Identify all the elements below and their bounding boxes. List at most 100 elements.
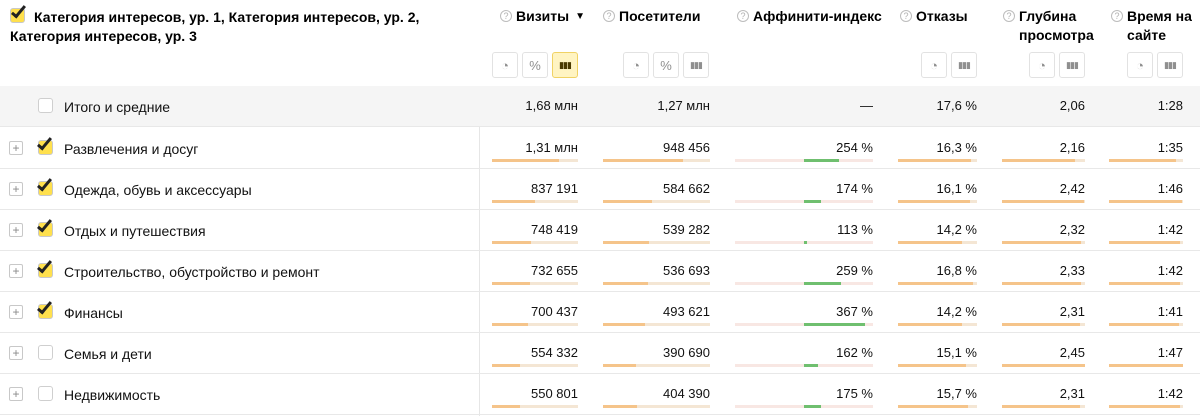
cell-affinity: 174 % [836, 181, 873, 196]
value-bar [492, 200, 578, 203]
percent-icon[interactable]: % [522, 52, 548, 78]
value-bar [1002, 323, 1085, 326]
value-bar [898, 159, 977, 162]
value-bar-fill [1002, 282, 1081, 285]
value-bar [898, 405, 977, 408]
question-icon[interactable]: ? [603, 10, 615, 22]
cell-bounce: 14,2 % [936, 304, 977, 319]
plus-icon[interactable]: + [9, 387, 23, 401]
question-icon[interactable]: ? [900, 10, 912, 22]
plus-icon[interactable]: + [9, 264, 23, 278]
pie-chart-icon[interactable]: ◔ [1127, 52, 1153, 78]
row-label[interactable]: Недвижимость [64, 387, 161, 403]
row-checkbox[interactable] [36, 134, 53, 155]
question-icon[interactable]: ? [737, 10, 749, 22]
table-row[interactable]: + Финансы 700 437 493 621 367 % 14,2 % 2,31 1:4… [0, 292, 1200, 333]
bar-chart-icon[interactable]: ▮▮▮ [683, 52, 709, 78]
affinity-bar [735, 200, 873, 203]
affinity-bar-fill [804, 282, 841, 285]
cell-affinity: 254 % [836, 140, 873, 155]
dimension-header[interactable]: Категория интересов, ур. 1, Категория ин… [10, 2, 470, 46]
pie-chart-icon[interactable]: ◔ [921, 52, 947, 78]
total-row[interactable]: Итого и средние 1,68 млн 1,27 млн — 17,6 % 2,… [0, 86, 1200, 127]
checkmark-icon [36, 216, 53, 233]
row-label[interactable]: Одежда, обувь и аксессуары [64, 182, 252, 198]
plus-icon[interactable]: + [9, 141, 23, 155]
cell-depth: 2,06 [1059, 98, 1085, 113]
cell-visits: 837 191 [531, 181, 578, 196]
cell-visits: 1,31 млн [525, 140, 578, 155]
row-checkbox[interactable] [38, 98, 53, 113]
row-label[interactable]: Развлечения и досуг [64, 141, 199, 157]
value-bar [1002, 159, 1085, 162]
value-bar-fill [898, 159, 972, 162]
row-checkbox[interactable] [38, 386, 53, 401]
checkmark-icon [36, 134, 53, 151]
value-bar-fill [603, 159, 684, 162]
percent-icon[interactable]: % [653, 52, 679, 78]
row-checkbox[interactable] [38, 345, 53, 360]
pie-chart-icon[interactable]: ◔ [1029, 52, 1055, 78]
table-row[interactable]: + Строительство, обустройство и ремонт 732… [0, 251, 1200, 292]
cell-affinity: 175 % [836, 386, 873, 401]
table-row[interactable]: + Отдых и путешествия 748 419 539 282 113 % 1… [0, 210, 1200, 251]
column-title: Отказы [916, 8, 968, 24]
affinity-bar [735, 364, 873, 367]
row-label[interactable]: Семья и дети [64, 346, 152, 362]
cell-depth: 2,42 [1059, 181, 1085, 196]
column-header-visitors[interactable]: ? Посетители [603, 7, 700, 26]
checkmark-icon[interactable] [10, 2, 28, 25]
checkmark-icon [36, 175, 53, 192]
column-header-affinity[interactable]: ? Аффинити-индекс [737, 7, 882, 26]
table-row[interactable]: + Семья и дети 554 332 390 690 162 % 15,1 % 2,… [0, 333, 1200, 374]
plus-icon[interactable]: + [9, 223, 23, 237]
bar-chart-icon[interactable]: ▮▮▮ [1059, 52, 1085, 78]
column-header-time[interactable]: ? Время на сайте [1111, 7, 1200, 45]
dimension-title: Категория интересов, ур. 1, Категория ин… [10, 9, 420, 44]
row-checkbox[interactable] [36, 257, 53, 278]
bar-chart-icon[interactable]: ▮▮▮ [552, 52, 578, 78]
bar-chart-icon[interactable]: ▮▮▮ [951, 52, 977, 78]
cell-time: 1:47 [1157, 345, 1183, 360]
value-bar-fill [1002, 241, 1081, 244]
cell-depth: 2,32 [1059, 222, 1085, 237]
row-checkbox[interactable] [36, 175, 53, 196]
question-icon[interactable]: ? [1003, 10, 1015, 22]
plus-icon[interactable]: + [9, 182, 23, 196]
row-checkbox[interactable] [36, 298, 53, 319]
value-bar-fill [898, 241, 962, 244]
pie-chart-icon[interactable]: ◔ [623, 52, 649, 78]
row-label[interactable]: Финансы [64, 305, 123, 321]
column-header-visits[interactable]: ? Визиты ▼ [500, 7, 585, 26]
cell-visitors: 390 690 [663, 345, 710, 360]
row-label[interactable]: Отдых и путешествия [64, 223, 206, 239]
row-label[interactable]: Строительство, обустройство и ремонт [64, 264, 320, 280]
value-bar-fill [1002, 159, 1076, 162]
table-row[interactable]: + Развлечения и досуг 1,31 млн 948 456 254 %… [0, 128, 1200, 169]
question-icon[interactable]: ? [1111, 10, 1123, 22]
cell-time: 1:42 [1157, 222, 1183, 237]
cell-affinity: — [860, 98, 873, 113]
column-header-bounce[interactable]: ? Отказы [900, 7, 968, 26]
value-bar [603, 159, 710, 162]
cell-visits: 700 437 [531, 304, 578, 319]
table-row[interactable]: + Одежда, обувь и аксессуары 837 191 584 66… [0, 169, 1200, 210]
value-bar-fill [1109, 159, 1177, 162]
value-bar [898, 323, 977, 326]
sort-desc-icon[interactable]: ▼ [575, 11, 586, 22]
affinity-bar-fill [804, 364, 819, 367]
table-row[interactable]: + Недвижимость 550 801 404 390 175 % 15,7 % 2,… [0, 374, 1200, 415]
plus-icon[interactable]: + [9, 346, 23, 360]
column-header-depth[interactable]: ? Глубина просмотра [1003, 7, 1099, 45]
plus-icon[interactable]: + [9, 305, 23, 319]
row-label[interactable]: Итого и средние [64, 99, 171, 115]
value-bar-fill [1002, 364, 1085, 367]
pie-chart-icon[interactable]: ◔ [492, 52, 518, 78]
cell-bounce: 17,6 % [936, 98, 977, 113]
value-bar-fill [492, 323, 529, 326]
bar-chart-icon[interactable]: ▮▮▮ [1157, 52, 1183, 78]
row-checkbox[interactable] [36, 216, 53, 237]
question-icon[interactable]: ? [500, 10, 512, 22]
column-divider [479, 0, 480, 416]
